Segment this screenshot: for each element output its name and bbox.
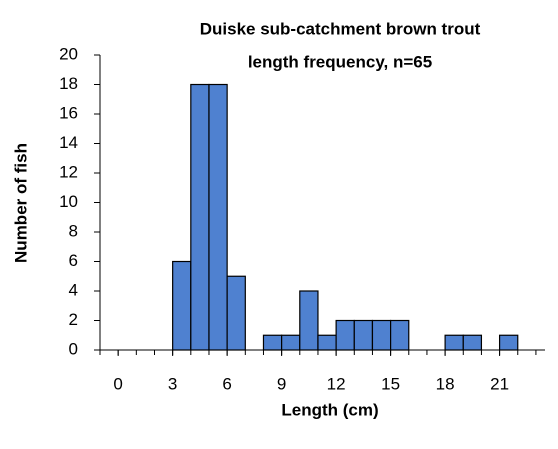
bar <box>462 334 483 351</box>
bar <box>335 319 355 351</box>
bar <box>262 334 283 351</box>
bar <box>444 334 464 351</box>
bar <box>498 334 519 351</box>
bar <box>226 275 246 351</box>
y-tick-label: 12 <box>59 162 78 181</box>
bar <box>190 83 210 351</box>
y-tick-label: 8 <box>69 221 78 240</box>
y-tick-label: 0 <box>69 339 78 358</box>
x-tick-label: 18 <box>436 374 455 393</box>
y-tick-label: 2 <box>69 310 78 329</box>
x-tick-label: 12 <box>327 374 346 393</box>
bar <box>172 260 192 351</box>
y-tick-label: 6 <box>69 251 78 270</box>
x-axis-label: Length (cm) <box>281 400 378 419</box>
y-tick-label: 10 <box>59 192 78 211</box>
x-tick-label: 15 <box>381 374 400 393</box>
chart-title: length frequency, n=65 <box>248 52 432 71</box>
x-tick-label: 9 <box>277 374 286 393</box>
x-tick-label: 0 <box>113 374 122 393</box>
y-tick-label: 18 <box>59 74 78 93</box>
chart-title: Duiske sub-catchment brown trout <box>200 19 481 38</box>
y-axis-label: Number of fish <box>11 143 30 263</box>
bar <box>390 319 410 351</box>
x-tick-label: 3 <box>168 374 177 393</box>
x-tick-label: 6 <box>222 374 231 393</box>
x-tick-label: 21 <box>490 374 509 393</box>
bar <box>281 334 301 351</box>
bar <box>371 319 392 351</box>
bar <box>317 334 337 351</box>
y-tick-label: 14 <box>59 133 78 152</box>
y-tick-label: 16 <box>59 103 78 122</box>
bar <box>299 290 319 351</box>
bar <box>353 319 374 351</box>
bar <box>208 83 228 351</box>
y-tick-label: 4 <box>69 280 78 299</box>
y-tick-label: 20 <box>59 44 78 63</box>
